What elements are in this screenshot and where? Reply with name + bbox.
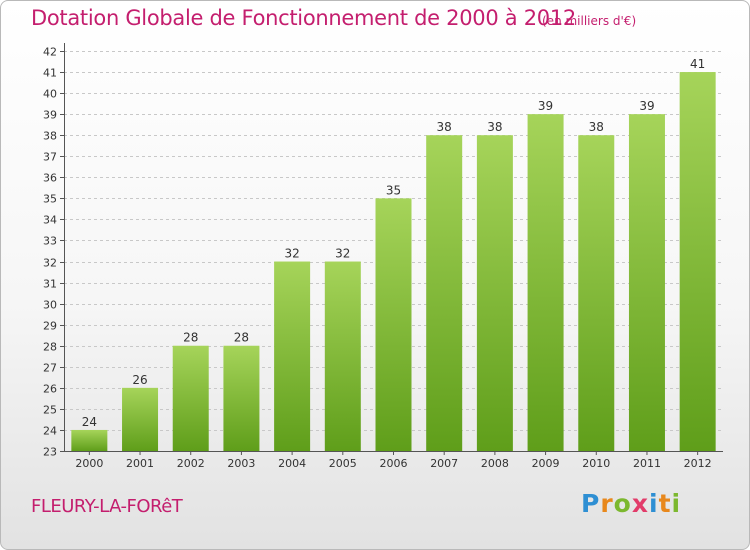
y-tick-label-37: 37 — [43, 151, 57, 164]
y-tick-label-33: 33 — [43, 235, 57, 248]
bars — [71, 72, 716, 452]
bar-2006 — [375, 198, 412, 451]
y-tick-label-41: 41 — [43, 67, 57, 80]
chart-unit-label: (en milliers d'€) — [542, 14, 637, 28]
bar-2011 — [628, 114, 665, 451]
commune-name: FLEURY-LA-FORêT — [31, 496, 183, 517]
y-tick-label-23: 23 — [43, 446, 57, 459]
x-tick-label-2000: 2000 — [75, 457, 103, 470]
value-label-2011: 39 — [639, 99, 654, 113]
y-tick-label-30: 30 — [43, 299, 57, 312]
value-label-2008: 38 — [487, 120, 502, 134]
y-tick-label-39: 39 — [43, 109, 57, 122]
value-label-2003: 28 — [234, 331, 249, 345]
y-tick-label-42: 42 — [43, 46, 57, 59]
y-tick-label-26: 26 — [43, 383, 57, 396]
y-tick-label-36: 36 — [43, 172, 57, 185]
bar-2009 — [527, 114, 564, 451]
bar-2007 — [426, 135, 463, 452]
y-tick-label-25: 25 — [43, 404, 57, 417]
value-label-2002: 28 — [183, 331, 198, 345]
logo-letter: o — [613, 489, 632, 518]
value-label-2006: 35 — [386, 183, 401, 197]
x-tick-label-2009: 2009 — [532, 457, 560, 470]
x-tick-label-2008: 2008 — [481, 457, 509, 470]
x-tick-label-2005: 2005 — [329, 457, 357, 470]
y-tick-label-38: 38 — [43, 130, 57, 143]
proxiti-logo: Proxiti — [581, 489, 681, 518]
logo-letter: i — [671, 489, 682, 518]
logo-letter: i — [649, 489, 659, 518]
chart-title: Dotation Globale de Fonctionnement de 20… — [31, 6, 576, 30]
y-tick-label-31: 31 — [43, 278, 57, 291]
logo-letter: t — [658, 489, 672, 518]
bar-2008 — [476, 135, 513, 452]
x-tick-label-2010: 2010 — [582, 457, 610, 470]
x-tick-label-2007: 2007 — [430, 457, 458, 470]
value-label-2009: 39 — [538, 99, 553, 113]
value-label-2010: 38 — [589, 120, 604, 134]
labels: 23 24 25 26 27 28 29 30 31 32 33 34 35 36 37 38 39 40 41 42… — [43, 46, 712, 471]
y-tick-label-34: 34 — [43, 214, 57, 227]
x-tick-label-2011: 2011 — [633, 457, 661, 470]
value-label-2007: 38 — [437, 120, 452, 134]
x-tick-label-2002: 2002 — [177, 457, 205, 470]
x-tick-label-2003: 2003 — [227, 457, 255, 470]
y-tick-label-32: 32 — [43, 257, 57, 270]
y-tick-label-24: 24 — [43, 425, 57, 438]
bar-2000 — [71, 429, 108, 451]
x-tick-label-2012: 2012 — [684, 457, 712, 470]
value-label-2012: 41 — [690, 57, 705, 71]
logo-letter: P — [581, 489, 601, 518]
x-tick-label-2001: 2001 — [126, 457, 154, 470]
y-tick-label-28: 28 — [43, 341, 57, 354]
value-label-2004: 32 — [284, 247, 299, 261]
bar-2002 — [172, 345, 209, 451]
y-tick-label-40: 40 — [43, 88, 57, 101]
y-tick-label-29: 29 — [43, 320, 57, 333]
bar-2010 — [578, 135, 615, 452]
bar-2005 — [324, 261, 361, 451]
bar-2003 — [223, 345, 260, 451]
axes — [60, 43, 723, 455]
logo-letter: r — [600, 489, 614, 518]
value-label-2001: 26 — [132, 373, 147, 387]
bar-2001 — [122, 387, 159, 451]
logo-letter: x — [631, 489, 649, 518]
y-tick-label-27: 27 — [43, 362, 57, 375]
x-tick-label-2004: 2004 — [278, 457, 306, 470]
value-label-2000: 24 — [82, 415, 97, 429]
value-label-2005: 32 — [335, 247, 350, 261]
bar-2004 — [274, 261, 311, 451]
bar-2012 — [679, 72, 716, 451]
x-tick-label-2006: 2006 — [380, 457, 408, 470]
y-tick-label-35: 35 — [43, 193, 57, 206]
